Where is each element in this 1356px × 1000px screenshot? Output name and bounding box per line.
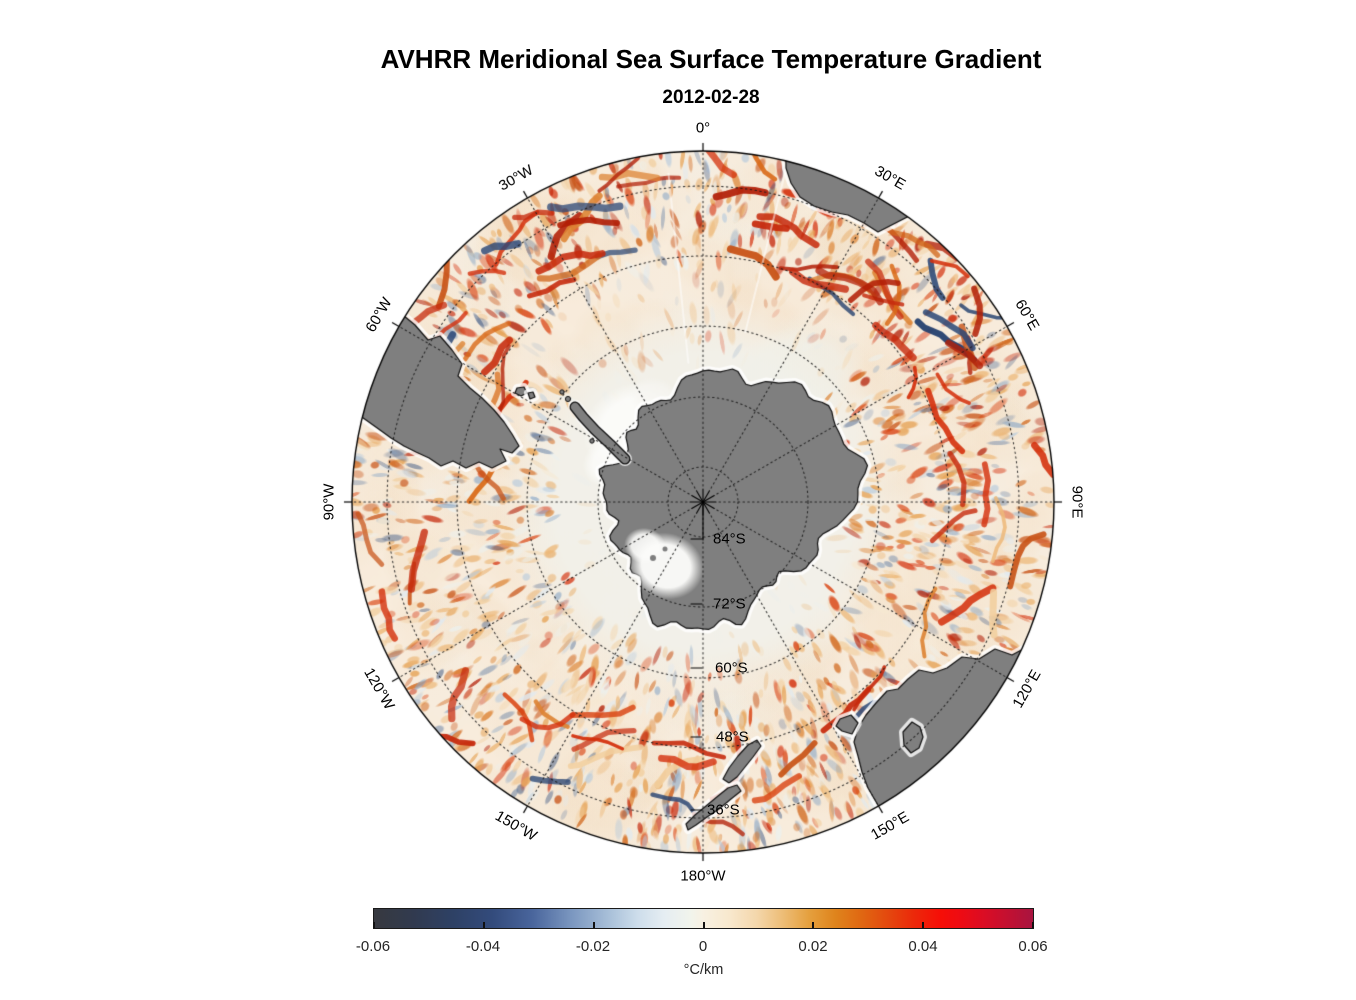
colorbar-tick-label: 0.04 (908, 938, 938, 955)
colorbar-tick-label: -0.06 (355, 938, 391, 955)
colorbar-tick (922, 922, 925, 928)
figure-date: 2012-02-28 (662, 87, 760, 108)
colorbar-unit-label: °C/km (683, 962, 724, 978)
colorbar-tick (592, 922, 595, 928)
lat-label-60S: 60°S (715, 659, 748, 677)
colorbar-tick (373, 922, 375, 928)
colorbar-tick (1032, 922, 1034, 928)
colorbar-tick (702, 922, 705, 928)
colorbar-tick (482, 922, 485, 928)
lon-label-180W: 180°W (680, 867, 726, 885)
figure-title: AVHRR Meridional Sea Surface Temperature… (380, 44, 1042, 74)
colorbar-tick-label: 0.06 (1018, 938, 1048, 955)
lat-label-72S: 72°S (713, 595, 746, 613)
lat-label-48S: 48°S (716, 728, 749, 746)
lat-label-36S: 36°S (707, 801, 740, 819)
colorbar (373, 908, 1034, 929)
lon-label-90W: 90°W (320, 483, 338, 521)
lat-label-84S: 84°S (713, 530, 746, 548)
colorbar-tick-label: 0.02 (798, 938, 828, 955)
colorbar-tick-label: 0 (698, 938, 708, 955)
lon-label-0deg: 0° (695, 119, 711, 137)
colorbar-tick-label: -0.04 (465, 938, 501, 955)
colorbar-tick-label: -0.02 (575, 938, 611, 955)
colorbar-tick (812, 922, 815, 928)
lon-label-90E: 90°E (1068, 485, 1086, 519)
